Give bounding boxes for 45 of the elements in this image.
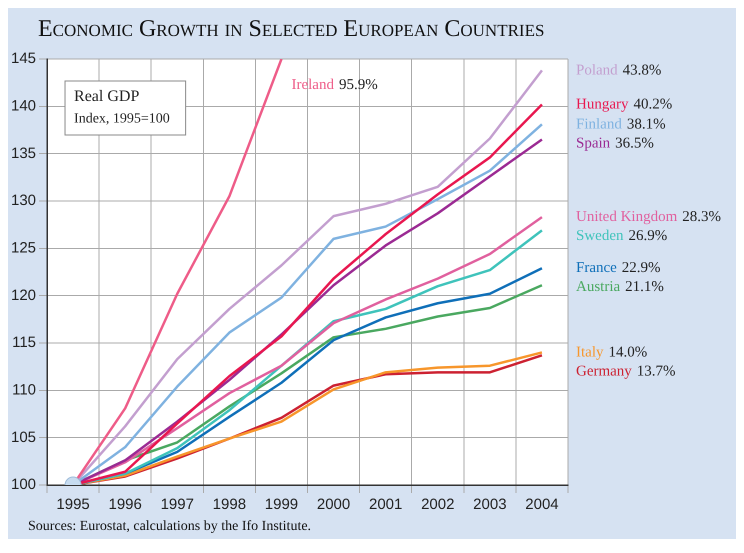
text: Germany xyxy=(576,363,632,380)
text: Poland xyxy=(576,62,618,78)
text: 36.5% xyxy=(615,135,654,152)
text: Sweden xyxy=(576,228,624,244)
x-tick-label: 1995 xyxy=(56,496,90,514)
source-note: Sources: Eurostat, calculations by the Ifo Institute. xyxy=(27,518,312,536)
x-tick-label: 2002 xyxy=(421,496,454,514)
y-tick-label: 120 xyxy=(10,286,36,304)
text: Italy xyxy=(576,344,604,360)
annotation: 95.9% xyxy=(338,76,378,93)
y-tick-label: 130 xyxy=(10,192,36,210)
text: Hungary xyxy=(576,96,629,112)
x-tick-label: 2001 xyxy=(368,496,402,514)
y-tick-label: 105 xyxy=(10,428,36,446)
chart-title: Economic Growth in Selected European Countries xyxy=(37,15,546,44)
text: 43.8% xyxy=(622,62,662,78)
text: Spain xyxy=(576,135,611,152)
text: 14.0% xyxy=(608,344,648,360)
y-tick-label: 125 xyxy=(10,239,36,256)
text: 38.1% xyxy=(626,116,666,132)
text: United Kingdom xyxy=(576,209,678,226)
text: 28.3% xyxy=(682,209,721,226)
text: Austria xyxy=(576,279,620,296)
x-tick-label: 2004 xyxy=(525,496,559,514)
x-tick-label: 2000 xyxy=(316,496,350,514)
x-tick-label: 1997 xyxy=(160,496,194,514)
text: 40.2% xyxy=(633,96,672,112)
text: Finland xyxy=(576,116,622,132)
text: 22.9% xyxy=(622,260,661,276)
y-tick-label: 145 xyxy=(10,50,36,68)
y-tick-label: 100 xyxy=(10,476,36,494)
y-tick-label: 110 xyxy=(12,381,36,398)
text: France xyxy=(576,260,618,276)
y-tick-label: 140 xyxy=(10,97,36,114)
x-tick-label: 1996 xyxy=(108,496,142,514)
series-label: Ireland xyxy=(291,76,334,93)
y-tick-label: 115 xyxy=(12,334,36,352)
x-tick-label: 1998 xyxy=(212,496,246,514)
y-tick-label: 135 xyxy=(10,144,36,162)
text: 26.9% xyxy=(628,228,668,244)
x-tick-label: 2003 xyxy=(473,496,507,514)
text: 13.7% xyxy=(636,363,676,380)
annotation: Real GDP Index, 1995=100 xyxy=(74,88,170,127)
x-tick-label: 1999 xyxy=(264,496,298,514)
text: 21.1% xyxy=(625,279,664,296)
